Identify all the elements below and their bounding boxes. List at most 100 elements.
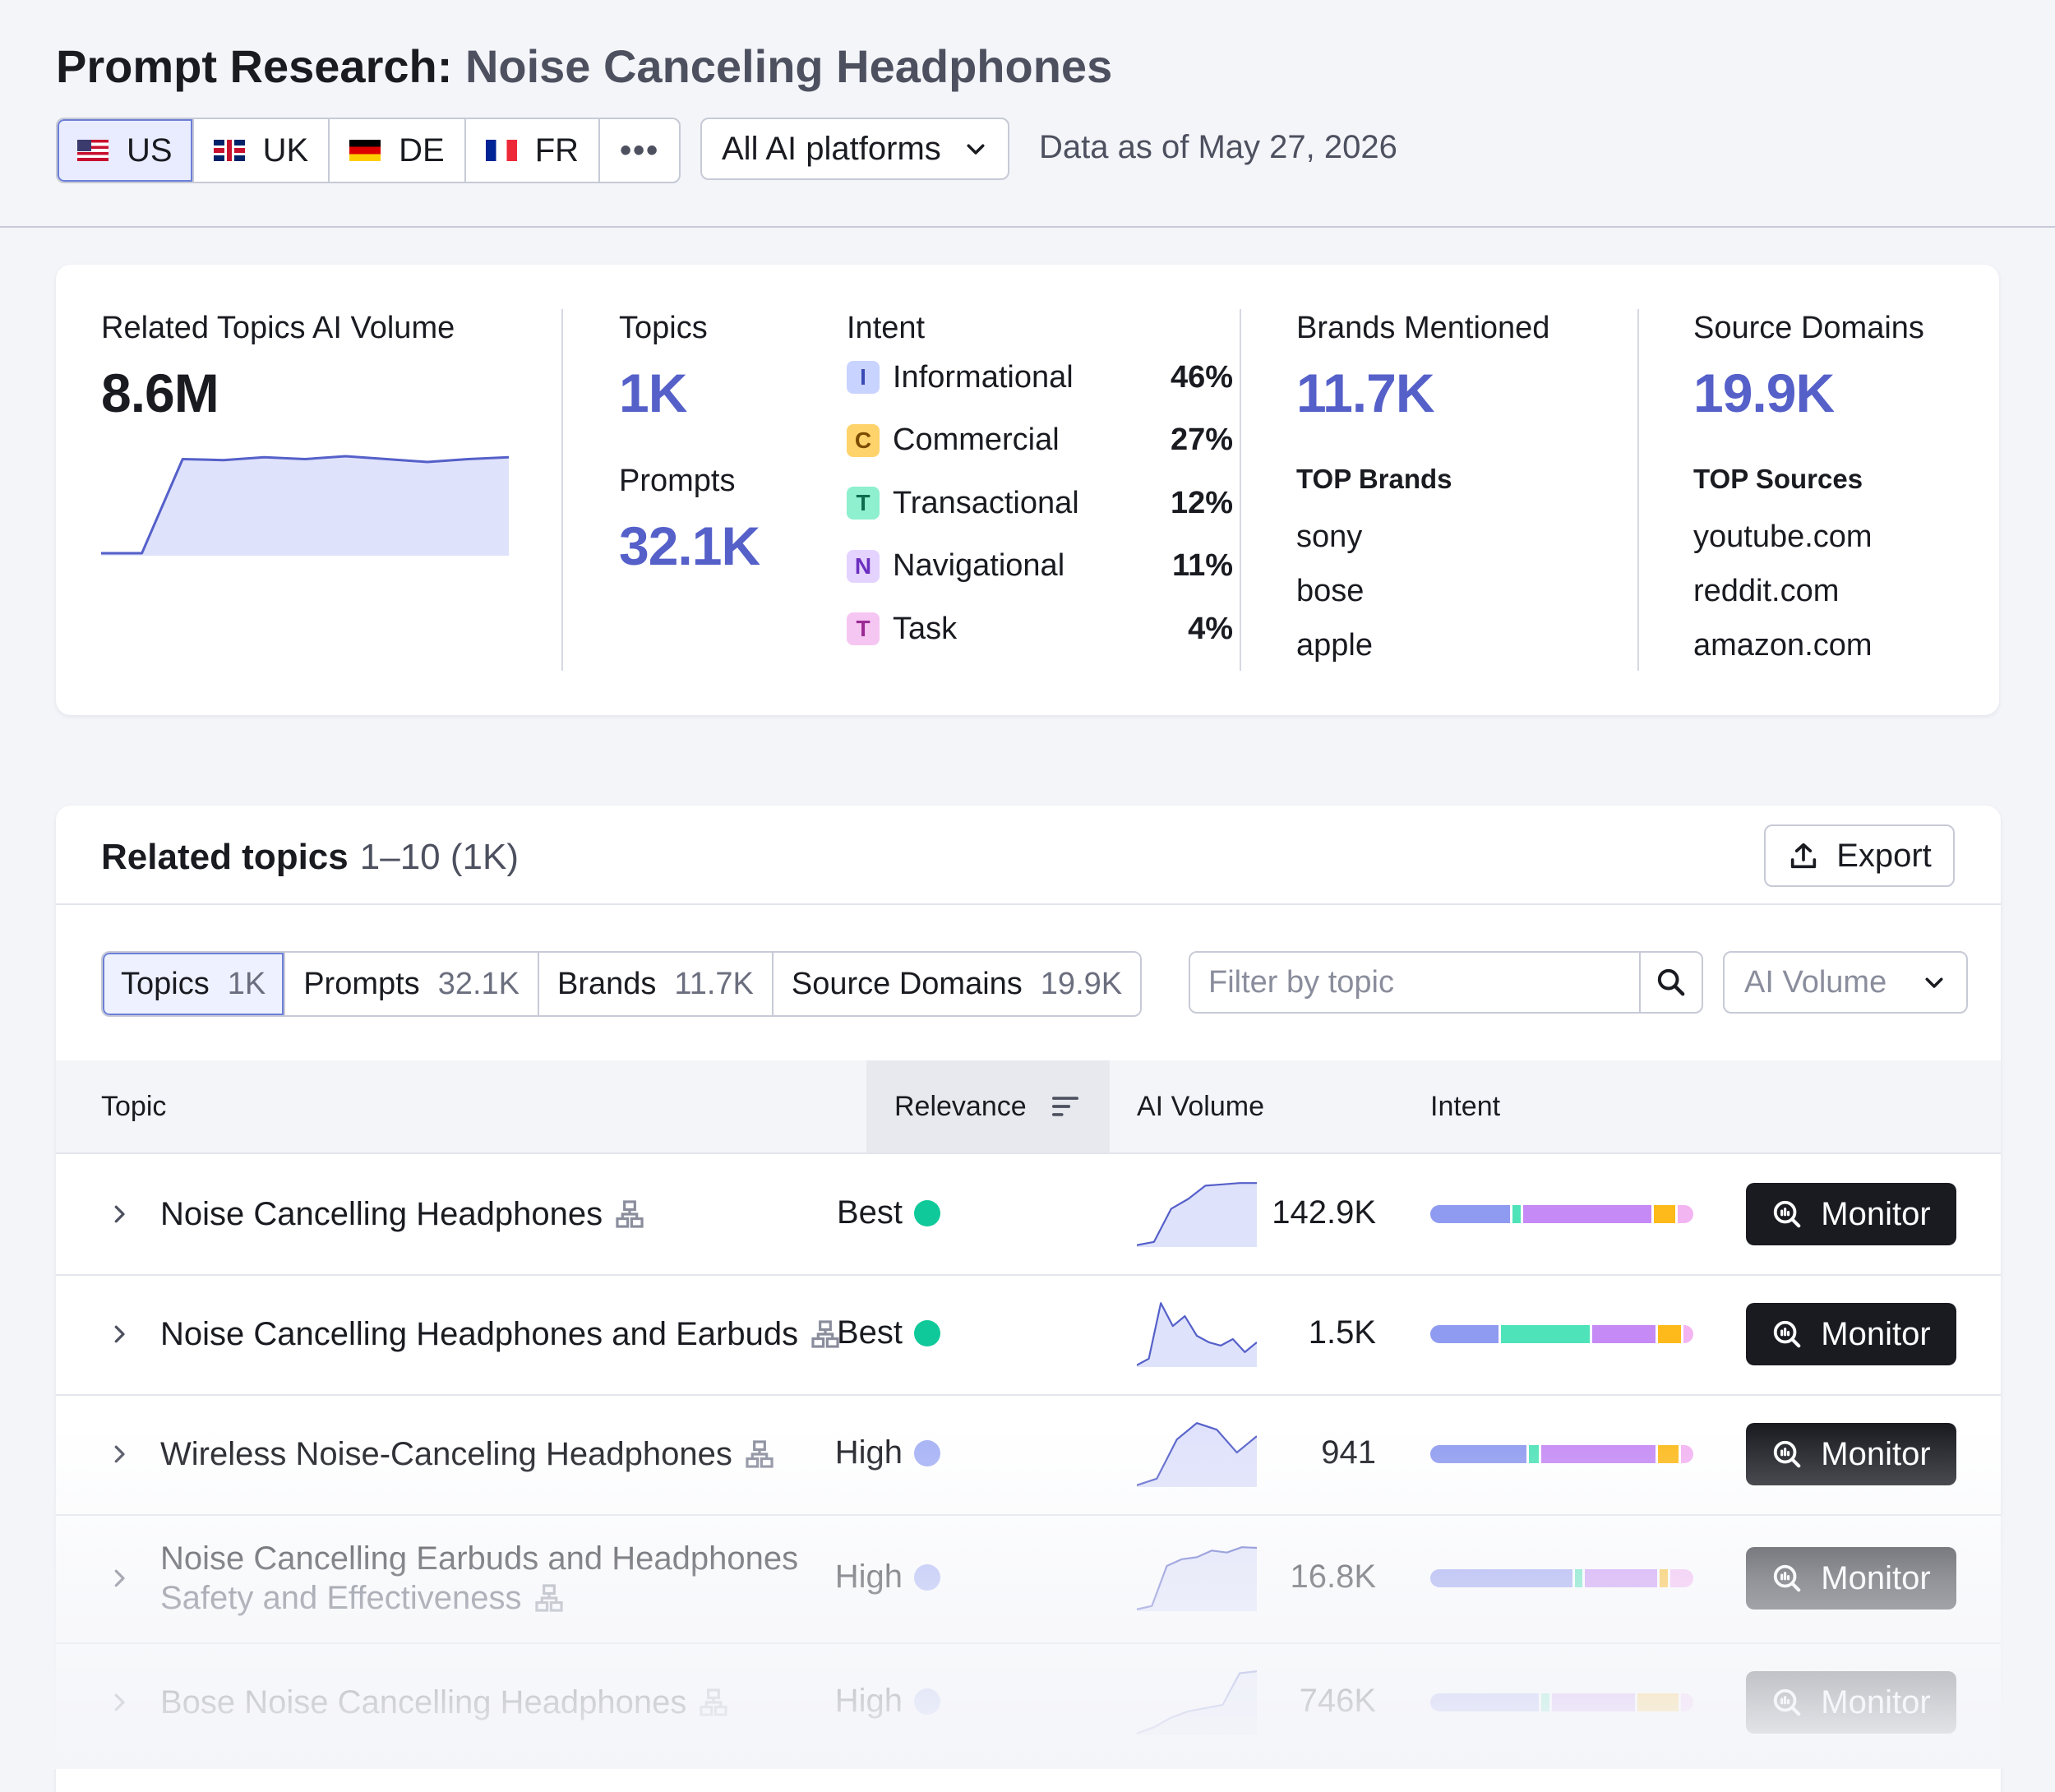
chevron-down-icon bbox=[1925, 977, 1943, 988]
monitor-label: Monitor bbox=[1821, 1195, 1931, 1232]
top-source-item: reddit.com bbox=[1693, 574, 1840, 608]
database-tab-fr[interactable]: FR bbox=[466, 119, 601, 182]
cluster-hierarchy-icon[interactable] bbox=[744, 1439, 775, 1470]
intent-name: Navigational bbox=[893, 548, 1065, 583]
monitor-search-icon bbox=[1774, 1440, 1801, 1468]
tab-brands[interactable]: Brands 11.7K bbox=[539, 953, 774, 1015]
intent-segment bbox=[1539, 1693, 1549, 1711]
top-brand-item: apple bbox=[1296, 628, 1373, 663]
metric-select[interactable]: AI Volume bbox=[1723, 951, 1968, 1014]
intent-item[interactable]: T Task 4% bbox=[847, 608, 1233, 649]
prompts-value[interactable]: 32.1K bbox=[619, 515, 760, 576]
intent-distribution-bar[interactable] bbox=[1430, 1569, 1693, 1587]
database-tab-de[interactable]: DE bbox=[330, 119, 466, 182]
intent-segment bbox=[1657, 1569, 1668, 1587]
upload-icon bbox=[1791, 843, 1817, 869]
intent-percent: 4% bbox=[1188, 611, 1233, 646]
table-row[interactable]: Noise Cancelling Earbuds and Headphones S… bbox=[56, 1514, 2001, 1644]
cluster-hierarchy-icon[interactable] bbox=[698, 1687, 729, 1718]
intent-segment bbox=[1520, 1205, 1651, 1223]
data-date: Data as of May 27, 2026 bbox=[1039, 129, 1397, 165]
topic-name[interactable]: Noise Cancelling Headphones and Earbuds bbox=[160, 1314, 841, 1354]
more-databases-button[interactable]: ••• bbox=[600, 119, 679, 182]
intent-distribution-bar[interactable] bbox=[1430, 1205, 1693, 1223]
intent-segment bbox=[1655, 1325, 1681, 1343]
ai-volume-sparkline bbox=[1137, 1546, 1257, 1611]
flag-icon bbox=[349, 140, 381, 161]
column-relevance[interactable]: Relevance bbox=[866, 1060, 1110, 1152]
relevance-cell: High bbox=[835, 1683, 940, 1720]
search-button[interactable] bbox=[1639, 953, 1702, 1012]
topic-name[interactable]: Noise Cancelling Earbuds and Headphones S… bbox=[160, 1539, 798, 1618]
relevance-dot bbox=[914, 1688, 940, 1715]
sources-value[interactable]: 19.9K bbox=[1693, 363, 1835, 423]
database-tab-us[interactable]: US bbox=[58, 119, 194, 182]
topic-name[interactable]: Wireless Noise-Canceling Headphones bbox=[160, 1434, 775, 1474]
intent-segment bbox=[1430, 1445, 1527, 1463]
relevance-dot bbox=[914, 1439, 940, 1466]
flag-icon bbox=[213, 140, 245, 161]
tab-source-domains[interactable]: Source Domains 19.9K bbox=[773, 953, 1141, 1015]
column-ai-volume[interactable]: AI Volume bbox=[1137, 1090, 1264, 1122]
database-tab-uk[interactable]: UK bbox=[194, 119, 330, 182]
tab-count: 11.7K bbox=[674, 966, 754, 1001]
monitor-button[interactable]: Monitor bbox=[1746, 1423, 1956, 1485]
table-row[interactable]: Noise Cancelling Headphones Best 142.9K Mon… bbox=[56, 1154, 2001, 1276]
chevron-right-icon[interactable] bbox=[107, 1202, 132, 1226]
intent-distribution-bar[interactable] bbox=[1430, 1445, 1693, 1463]
intent-segment bbox=[1430, 1693, 1540, 1711]
filter-input[interactable] bbox=[1190, 953, 1639, 1012]
intent-item[interactable]: N Navigational 11% bbox=[847, 546, 1233, 587]
topic-line: Bose Noise Cancelling Headphones bbox=[160, 1683, 729, 1722]
cluster-hierarchy-icon[interactable] bbox=[810, 1319, 841, 1350]
tab-label: Source Domains bbox=[791, 966, 1023, 1001]
brands-value[interactable]: 11.7K bbox=[1296, 363, 1434, 423]
tab-prompts[interactable]: Prompts 32.1K bbox=[285, 953, 539, 1015]
table-row[interactable]: Bose Noise Cancelling Headphones High 746K… bbox=[56, 1642, 2001, 1764]
chevron-right-icon[interactable] bbox=[107, 1566, 132, 1591]
table-row[interactable]: Wireless Noise-Canceling Headphones High 9… bbox=[56, 1394, 2001, 1516]
intent-distribution-bar[interactable] bbox=[1430, 1325, 1693, 1343]
chevron-right-icon[interactable] bbox=[107, 1322, 132, 1346]
intent-distribution-bar[interactable] bbox=[1430, 1693, 1693, 1711]
intent-badge: T bbox=[847, 487, 880, 520]
platform-select[interactable]: All AI platforms bbox=[700, 118, 1009, 180]
topic-text: Noise Cancelling Earbuds and Headphones bbox=[160, 1540, 799, 1577]
monitor-search-icon bbox=[1774, 1564, 1801, 1592]
database-tab-label: DE bbox=[399, 132, 445, 169]
topic-text: Safety and Effectiveness bbox=[160, 1580, 522, 1616]
database-tab-label: US bbox=[127, 132, 173, 169]
tab-topics[interactable]: Topics 1K bbox=[103, 953, 286, 1015]
related-topics-title: Related topics 1–10 (1K) bbox=[101, 837, 519, 878]
trend-line bbox=[1137, 1182, 1257, 1246]
topic-name[interactable]: Noise Cancelling Headphones bbox=[160, 1194, 645, 1234]
divider bbox=[1637, 309, 1639, 671]
monitor-search-icon bbox=[1774, 1320, 1801, 1348]
intent-segment bbox=[1635, 1693, 1679, 1711]
divider bbox=[1240, 309, 1241, 671]
monitor-button[interactable]: Monitor bbox=[1746, 1547, 1956, 1610]
intent-segment bbox=[1430, 1569, 1572, 1587]
monitor-button[interactable]: Monitor bbox=[1746, 1183, 1956, 1245]
export-button[interactable]: Export bbox=[1764, 824, 1955, 887]
chevron-right-icon[interactable] bbox=[107, 1690, 132, 1715]
intent-name: Transactional bbox=[893, 485, 1079, 520]
sort-icon bbox=[1051, 1097, 1078, 1116]
relevance-label: High bbox=[834, 1434, 903, 1471]
cluster-hierarchy-icon[interactable] bbox=[533, 1582, 565, 1614]
topic-name[interactable]: Bose Noise Cancelling Headphones bbox=[160, 1683, 729, 1722]
table-row[interactable]: Noise Cancelling Headphones and Earbuds B… bbox=[56, 1274, 2001, 1396]
topic-line: Noise Cancelling Headphones and Earbuds bbox=[160, 1314, 841, 1354]
flag-icon bbox=[485, 140, 517, 161]
intent-item[interactable]: I Informational 46% bbox=[847, 357, 1233, 398]
chevron-right-icon[interactable] bbox=[107, 1442, 132, 1466]
intent-percent: 27% bbox=[1170, 423, 1233, 457]
intent-item[interactable]: T Transactional 12% bbox=[847, 483, 1233, 524]
cluster-hierarchy-icon[interactable] bbox=[614, 1199, 645, 1230]
intent-item[interactable]: C Commercial 27% bbox=[847, 420, 1233, 461]
monitor-button[interactable]: Monitor bbox=[1746, 1303, 1956, 1365]
topic-filter bbox=[1189, 951, 1703, 1014]
monitor-button[interactable]: Monitor bbox=[1746, 1671, 1956, 1734]
column-topic[interactable]: Topic bbox=[101, 1090, 167, 1122]
topics-value[interactable]: 1K bbox=[619, 363, 687, 423]
